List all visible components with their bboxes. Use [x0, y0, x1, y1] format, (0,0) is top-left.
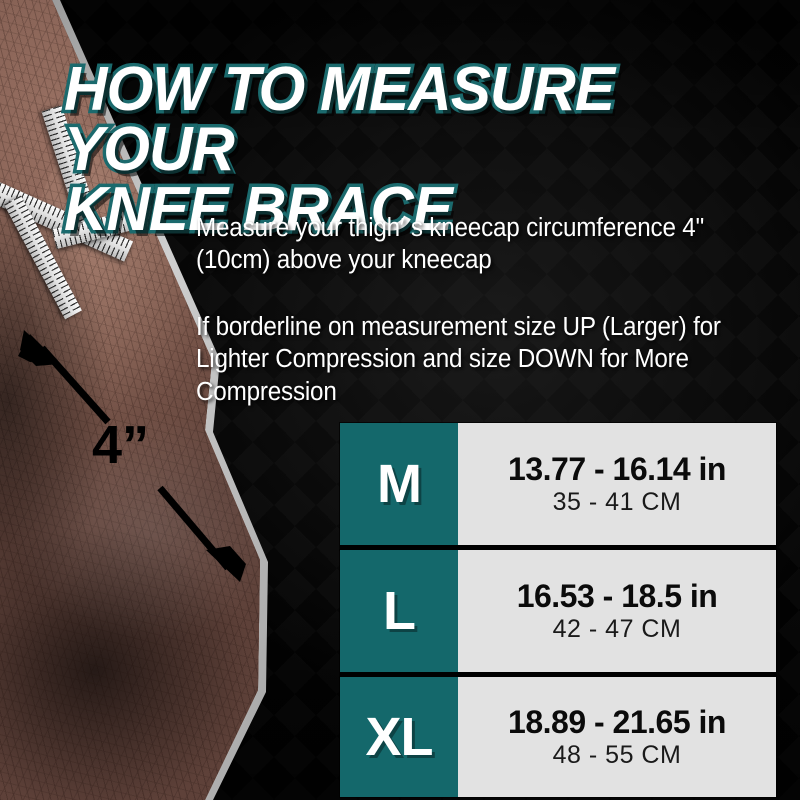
- double-headed-arrow-icon: [18, 330, 246, 582]
- size-label-cell: M: [340, 423, 458, 545]
- instruction-paragraph-1: Measure your thigh′ s kneecap circumfere…: [196, 213, 704, 275]
- size-value-cell: 16.53 - 18.5 in 42 - 47 CM: [458, 550, 776, 672]
- size-label-cell: L: [340, 550, 458, 672]
- instruction-paragraph-2: If borderline on measurement size UP (La…: [196, 312, 721, 406]
- size-label-cell: XL: [340, 677, 458, 797]
- size-chart-table: M 13.77 - 16.14 in 35 - 41 CM L 16.53 - …: [340, 423, 776, 797]
- table-row: M 13.77 - 16.14 in 35 - 41 CM: [340, 423, 776, 550]
- size-value-inches: 16.53 - 18.5 in: [516, 577, 718, 614]
- size-value-cell: 18.89 - 21.65 in 48 - 55 CM: [458, 677, 776, 797]
- table-row: XL 18.89 - 21.65 in 48 - 55 CM: [340, 677, 776, 797]
- page-title: HOW TO MEASURE YOUR KNEE BRACE: [61, 54, 619, 244]
- table-row: L 16.53 - 18.5 in 42 - 47 CM: [340, 550, 776, 677]
- size-value-inches: 13.77 - 16.14 in: [508, 450, 726, 487]
- size-letter: L: [383, 581, 416, 641]
- size-value-cm: 48 - 55 CM: [552, 740, 682, 769]
- size-letter: XL: [365, 707, 433, 767]
- size-value-cm: 42 - 47 CM: [552, 614, 682, 643]
- size-value-cm: 35 - 41 CM: [552, 487, 682, 516]
- measurement-distance-label: 4”: [92, 415, 150, 475]
- size-letter: M: [377, 454, 422, 514]
- size-value-inches: 18.89 - 21.65 in: [508, 703, 726, 740]
- size-value-cell: 13.77 - 16.14 in 35 - 41 CM: [458, 423, 776, 545]
